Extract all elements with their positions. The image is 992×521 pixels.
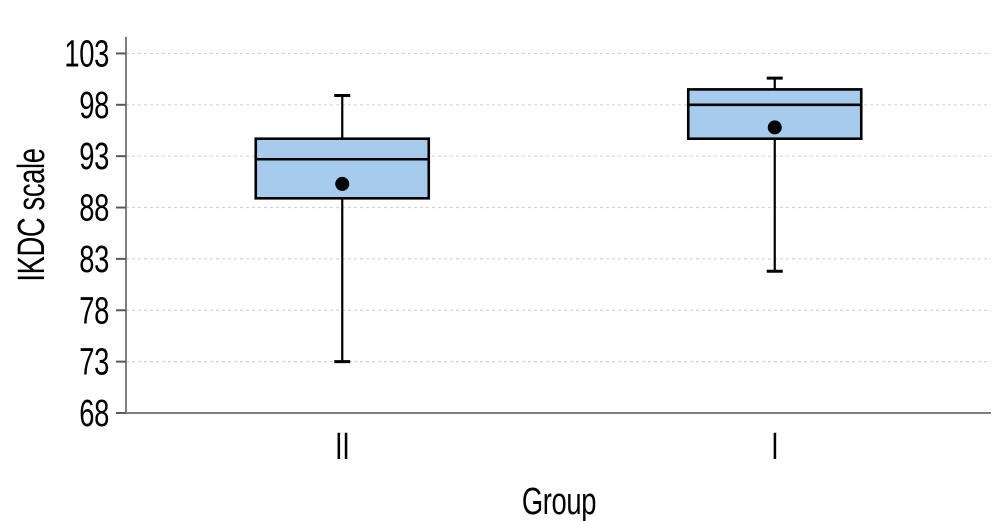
mean-dot [335, 176, 350, 191]
mean-dot [767, 120, 782, 135]
y-tick-label-83: 83 [79, 239, 109, 281]
y-tick-label-73: 73 [79, 341, 109, 383]
x-category-label-II: II [335, 426, 349, 468]
y-axis-title: IKDC scale [11, 148, 53, 281]
y-tick-label-98: 98 [79, 85, 109, 127]
y-tick-label-103: 103 [64, 33, 109, 75]
boxplot-group-I [686, 76, 863, 273]
x-category-label-I: I [771, 426, 778, 468]
y-tick-label-68: 68 [79, 393, 109, 435]
y-tick-label-88: 88 [79, 187, 109, 229]
y-tick-label-78: 78 [79, 290, 109, 332]
y-tick-label-93: 93 [79, 136, 109, 178]
x-axis-title: Group [522, 481, 596, 521]
boxplot-group-II [254, 94, 431, 364]
